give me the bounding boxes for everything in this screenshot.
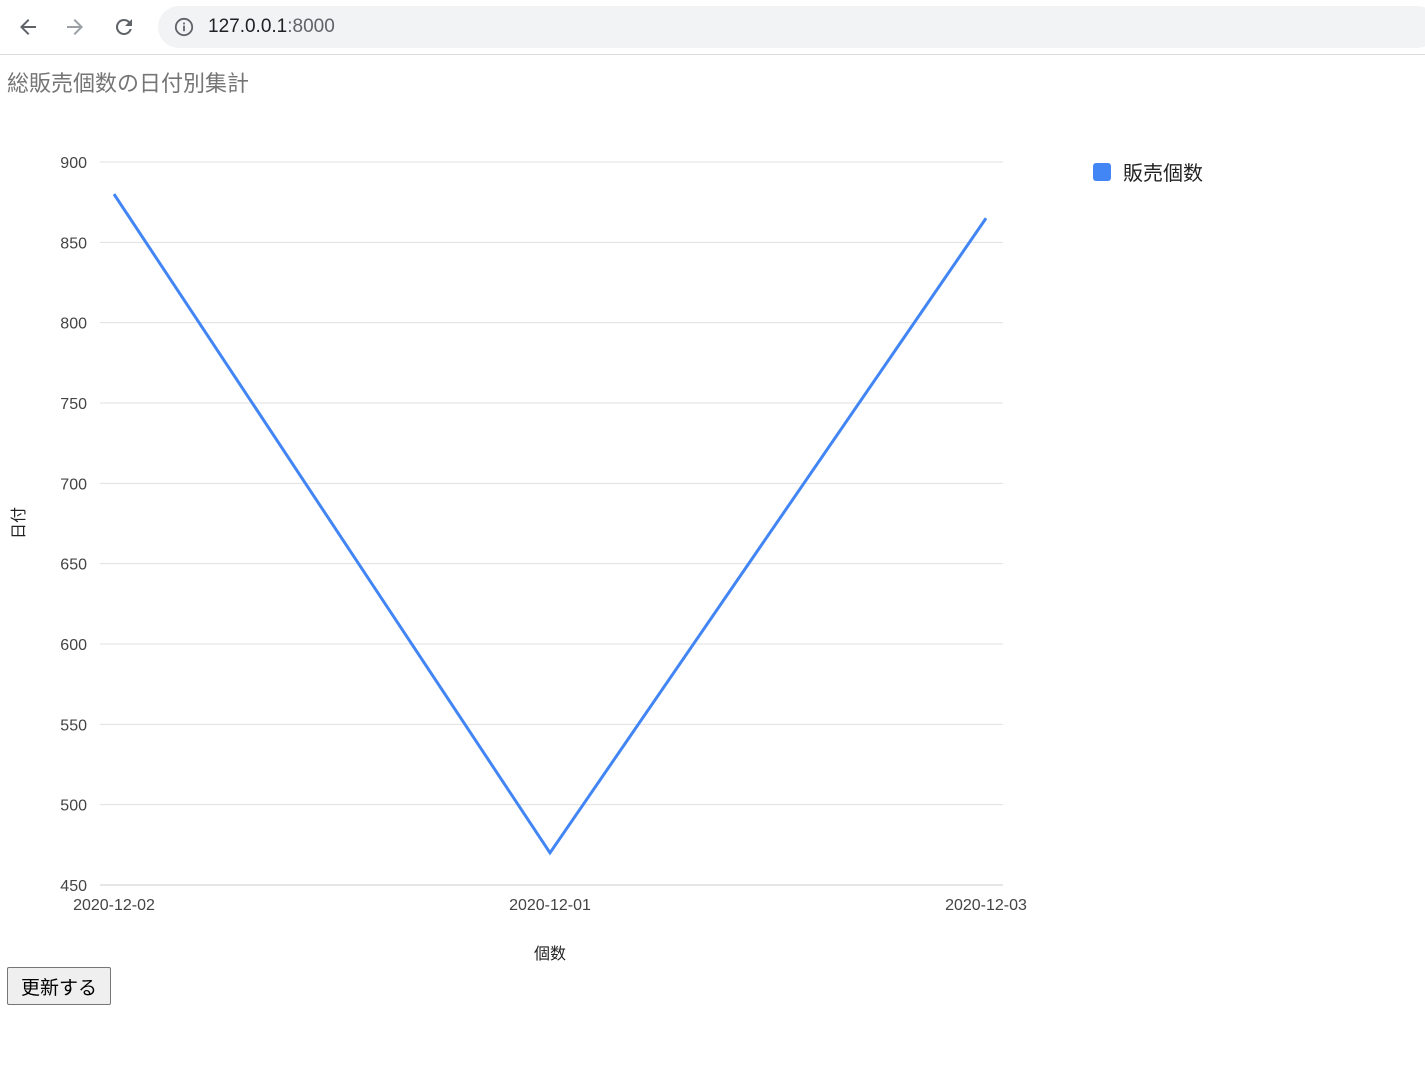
y-tick-label: 800 xyxy=(60,316,87,333)
browser-toolbar: 127.0.0.1:8000 xyxy=(0,0,1425,55)
url-text[interactable]: 127.0.0.1:8000 xyxy=(208,16,335,38)
arrow-right-icon xyxy=(63,15,87,39)
y-tick-label: 900 xyxy=(60,155,87,172)
info-icon[interactable] xyxy=(174,17,194,37)
update-button[interactable]: 更新する xyxy=(7,967,111,1005)
url-port: :8000 xyxy=(287,16,335,37)
url-host: 127.0.0.1 xyxy=(208,16,287,37)
x-tick-label: 2020-12-02 xyxy=(73,897,155,914)
y-tick-label: 750 xyxy=(60,396,87,413)
y-tick-label: 650 xyxy=(60,557,87,574)
series-line xyxy=(114,194,986,853)
x-axis-title: 個数 xyxy=(534,944,566,963)
reload-button[interactable] xyxy=(106,9,142,45)
y-tick-label: 550 xyxy=(60,717,87,734)
line-chart: 450 500 550 600 650 700 750 800 850 900 2020-12-02… xyxy=(0,55,1425,965)
y-tick-label: 700 xyxy=(60,476,87,493)
arrow-left-icon xyxy=(16,15,40,39)
legend-swatch xyxy=(1093,163,1111,181)
address-bar[interactable]: 127.0.0.1:8000 xyxy=(158,6,1425,48)
back-button[interactable] xyxy=(10,9,46,45)
legend-label: 販売個数 xyxy=(1123,161,1203,185)
y-tick-label: 850 xyxy=(60,235,87,252)
y-axis-title: 日付 xyxy=(9,507,28,539)
reload-icon xyxy=(112,15,136,39)
x-tick-label: 2020-12-01 xyxy=(509,897,591,914)
y-tick-label: 500 xyxy=(60,798,87,815)
y-tick-label: 600 xyxy=(60,637,87,654)
y-tick-label: 450 xyxy=(60,878,87,895)
forward-button[interactable] xyxy=(57,9,93,45)
x-tick-label: 2020-12-03 xyxy=(945,897,1027,914)
